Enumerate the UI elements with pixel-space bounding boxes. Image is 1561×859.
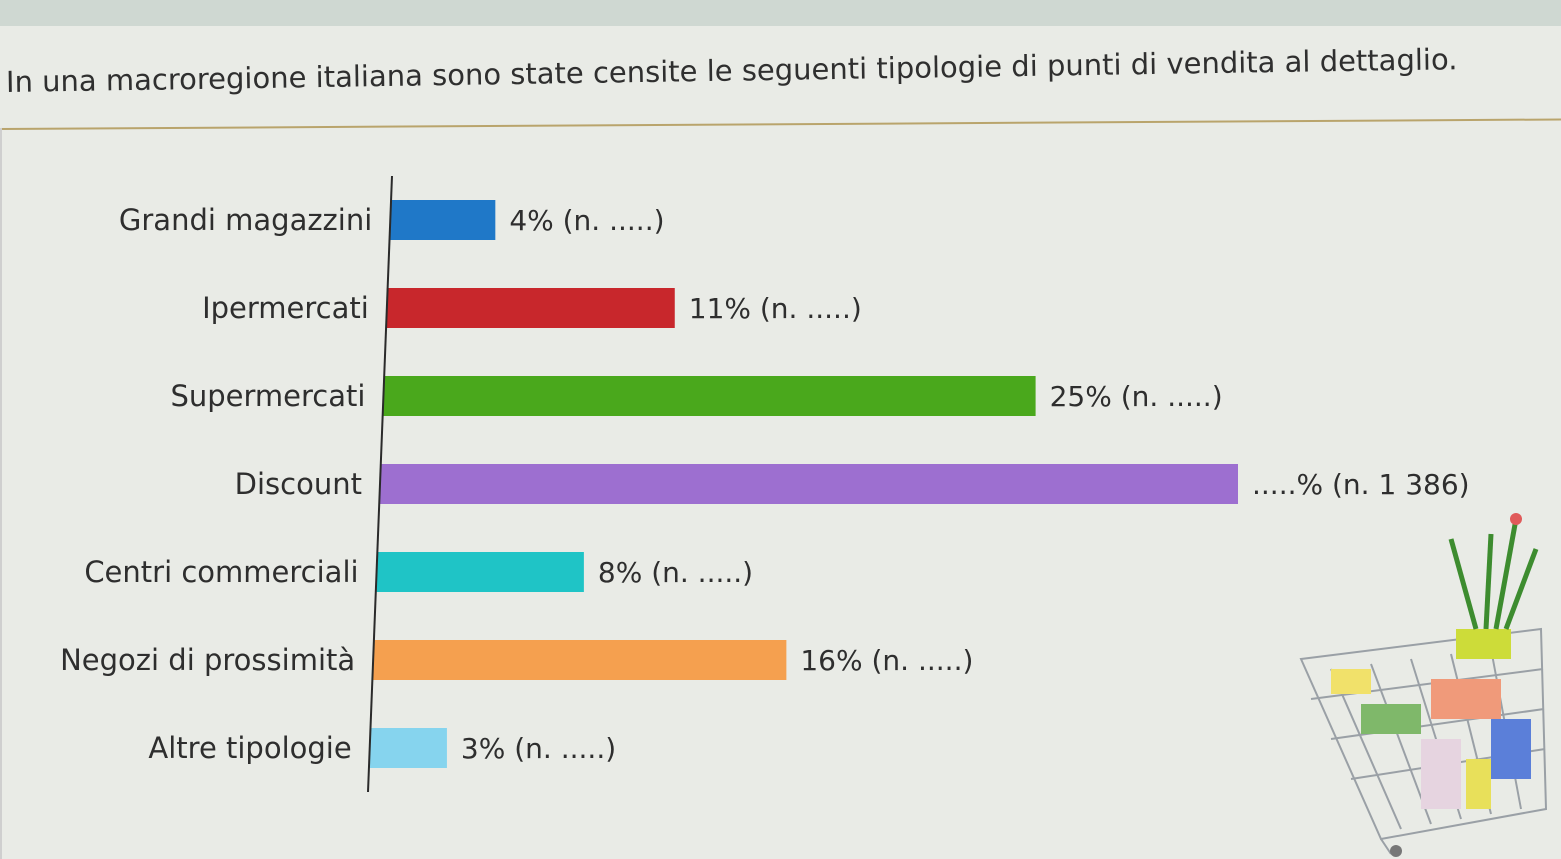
category-label-grandi-magazzini: Grandi magazzini: [119, 203, 372, 237]
category-label-ipermercati: Ipermercati: [202, 291, 369, 325]
category-label-altre-tipologie: Altre tipologie: [148, 731, 351, 765]
bar-altre-tipologie: [369, 728, 447, 768]
category-label-centri-commerciali: Centri commerciali: [84, 555, 358, 589]
category-label-discount: Discount: [235, 467, 362, 501]
y-axis-line: [367, 175, 393, 793]
value-label-negozi-di-prossimita: 16% (n. .....): [800, 644, 973, 677]
bar-centri-commerciali: [376, 552, 584, 592]
category-label-supermercati: Supermercati: [170, 379, 365, 413]
value-label-ipermercati: 11% (n. .....): [689, 292, 862, 325]
value-label-centri-commerciali: 8% (n. .....): [598, 556, 753, 589]
bars-group: [369, 200, 1238, 768]
value-label-supermercati: 25% (n. .....): [1050, 380, 1223, 413]
bar-negozi-di-prossimita: [373, 640, 787, 680]
value-label-altre-tipologie: 3% (n. .....): [461, 732, 616, 765]
top-band: [0, 0, 1561, 26]
bar-supermercati: [383, 376, 1036, 416]
labels-group: Grandi magazzini 4% (n. .....) Ipermercati…: [60, 203, 1469, 765]
bar-discount: [380, 464, 1238, 504]
bar-grandi-magazzini: [390, 200, 496, 240]
shopping-cart-icon: [1299, 513, 1548, 857]
bar-ipermercati: [386, 288, 675, 328]
category-label-negozi-di-prossimita: Negozi di prossimità: [60, 643, 355, 677]
frame-left-edge: [0, 128, 2, 859]
value-label-grandi-magazzini: 4% (n. .....): [509, 204, 664, 237]
value-label-discount: .....% (n. 1 386): [1252, 468, 1470, 501]
